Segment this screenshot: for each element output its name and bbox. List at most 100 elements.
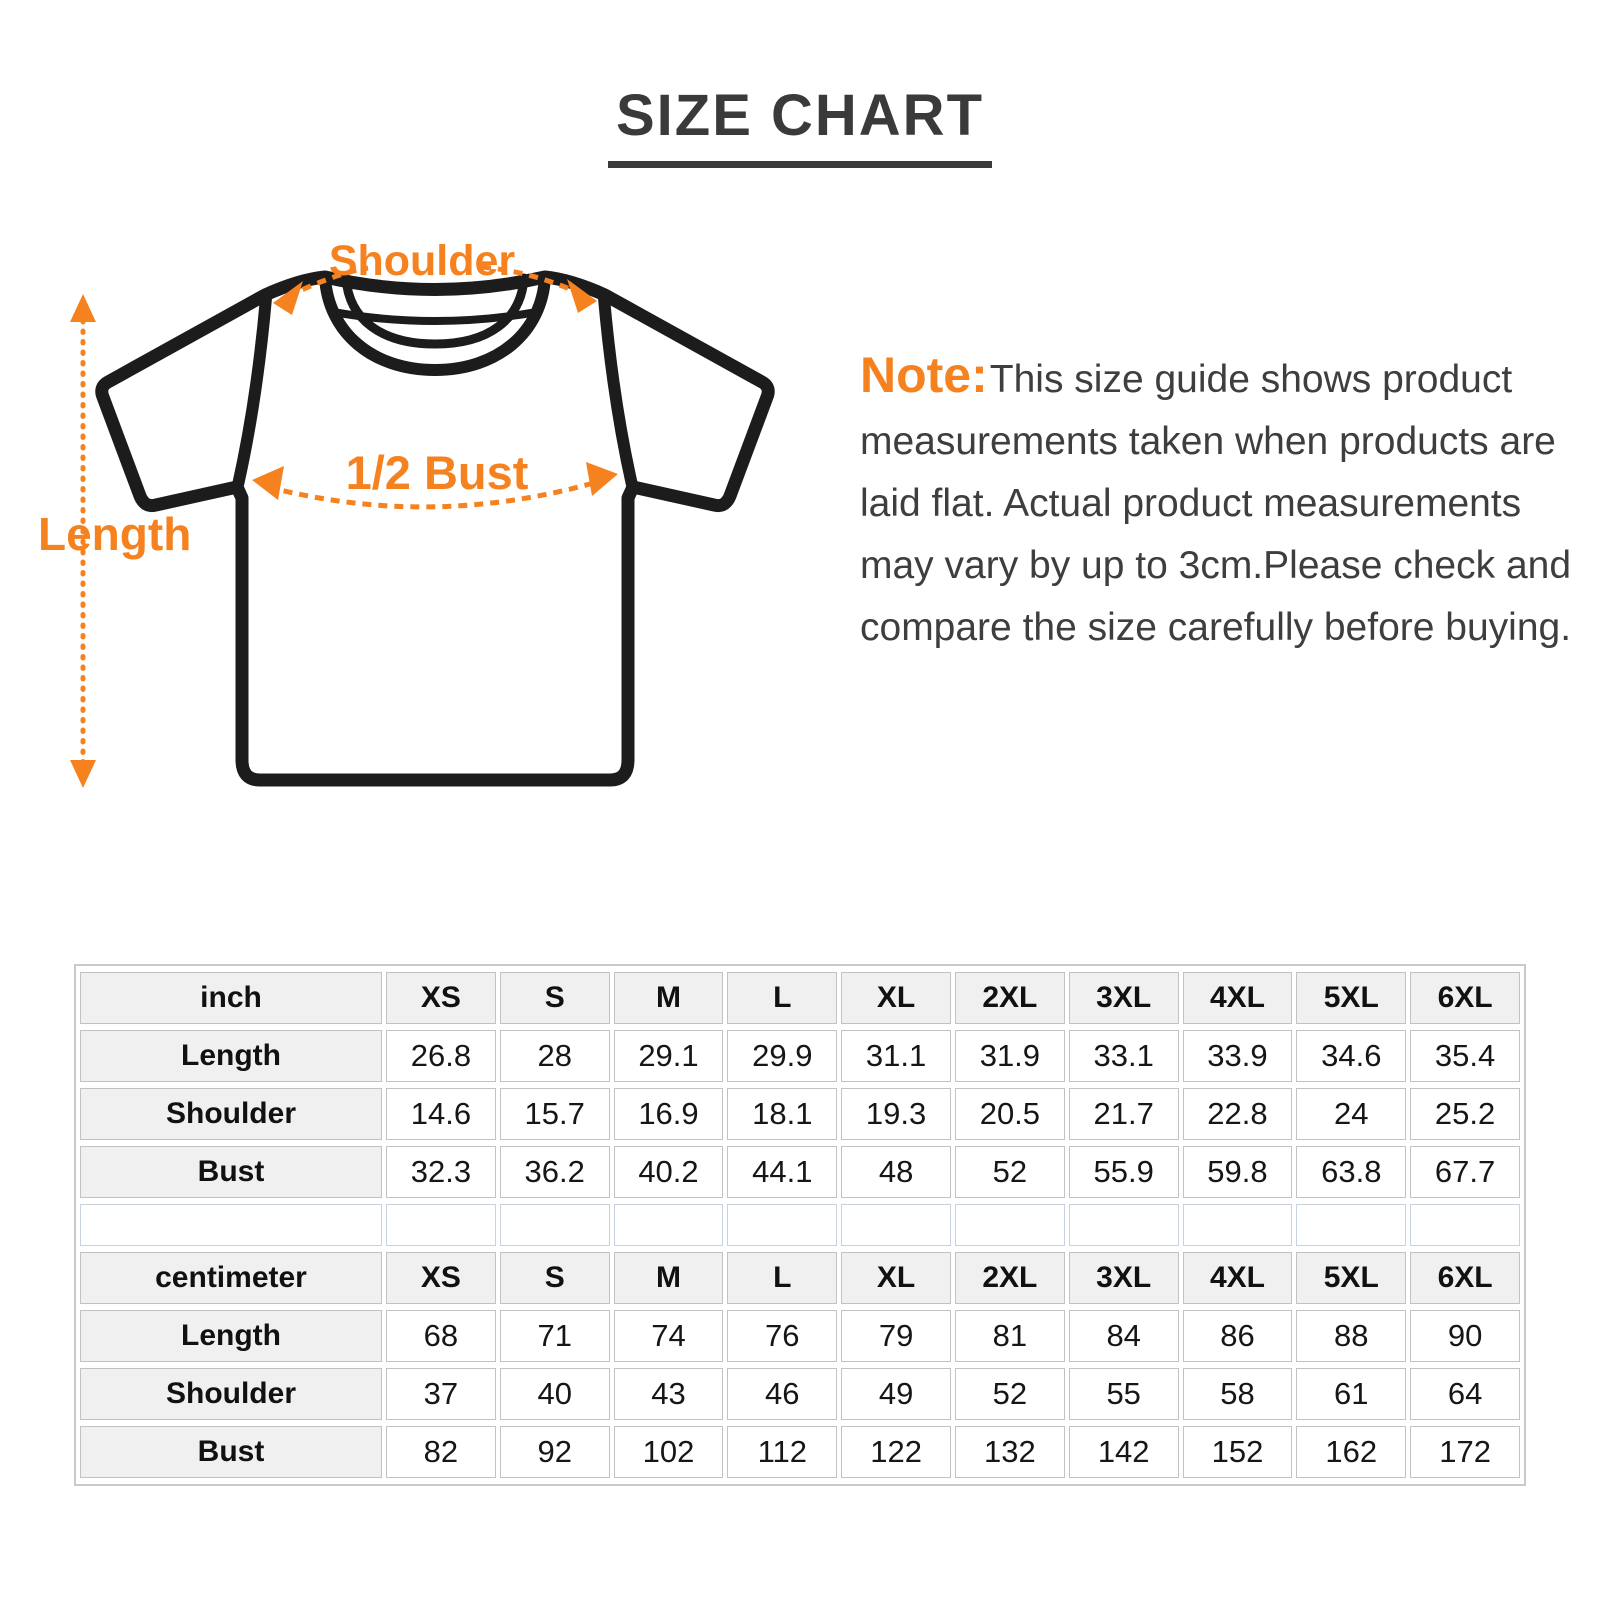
measurement-label-cell: Shoulder [80, 1368, 382, 1420]
measurement-value-cell: 34.6 [1296, 1030, 1407, 1082]
note-text-1: This size guide shows product [989, 358, 1513, 401]
size-table: inch XS S M L XL 2XL 3XL 4XL 5XL 6XL Length 26.8 28 29… [74, 964, 1526, 1486]
page-title: SIZE CHART [608, 82, 992, 168]
collar-inner [341, 273, 529, 349]
measurement-value-cell: 76 [727, 1310, 838, 1362]
note-line-4: may vary by up to 3cm.Please check and [860, 544, 1572, 587]
measurement-value-cell: 31.1 [841, 1030, 951, 1082]
measurement-value-cell: 48 [841, 1146, 951, 1198]
measurement-value-cell: 22.8 [1182, 1088, 1293, 1140]
measurement-value-cell: 29.9 [727, 1030, 838, 1082]
measurement-label-cell: Length [80, 1310, 382, 1362]
size-column-header: XL [841, 972, 951, 1024]
measurement-value-cell: 92 [499, 1426, 610, 1478]
measurement-value-cell: 35.4 [1410, 1030, 1520, 1082]
measurement-label-cell: Shoulder [80, 1088, 382, 1140]
size-column-header: 6XL [1410, 972, 1520, 1024]
measurement-value-cell: 21.7 [1068, 1088, 1179, 1140]
measurement-value-cell: 52 [954, 1146, 1065, 1198]
measurement-value-cell: 18.1 [727, 1088, 838, 1140]
measurement-value-cell: 58 [1182, 1368, 1293, 1420]
measurement-value-cell: 15.7 [499, 1088, 610, 1140]
measurement-label-cell: Bust [80, 1146, 382, 1198]
size-column-header: XS [386, 972, 496, 1024]
measurement-value-cell: 79 [841, 1310, 951, 1362]
size-column-header: 2XL [954, 972, 1065, 1024]
measurement-value-cell: 122 [841, 1426, 951, 1478]
unit-header-row: centimeter XS S M L XL 2XL 3XL 4XL 5XL 6XL [80, 1252, 1520, 1304]
size-column-header: M [613, 1252, 724, 1304]
unit-label-cell: centimeter [80, 1252, 382, 1304]
measurement-value-cell: 86 [1182, 1310, 1293, 1362]
size-column-header: 6XL [1410, 1252, 1520, 1304]
page-title-wrap: SIZE CHART [0, 82, 1600, 168]
measurement-value-cell: 112 [727, 1426, 838, 1478]
bust-label: 1/2 Bust [346, 446, 529, 499]
shoulder-arrow-line-left [286, 265, 369, 299]
spacer-cell [613, 1204, 724, 1246]
bust-arrowhead-left [252, 466, 284, 500]
measurement-value-cell: 25.2 [1410, 1088, 1520, 1140]
size-column-header: XS [386, 1252, 496, 1304]
shoulder-arrowhead-right [567, 279, 597, 313]
measurement-value-cell: 61 [1296, 1368, 1407, 1420]
size-table-body: inch XS S M L XL 2XL 3XL 4XL 5XL 6XL Length 26.8 28 29… [80, 972, 1520, 1478]
measurement-value-cell: 162 [1296, 1426, 1407, 1478]
measurement-value-cell: 19.3 [841, 1088, 951, 1140]
note-line-5: compare the size carefully before buying… [860, 606, 1572, 649]
measurement-value-cell: 90 [1410, 1310, 1520, 1362]
measurement-value-cell: 84 [1068, 1310, 1179, 1362]
size-column-header: XL [841, 1252, 951, 1304]
measurement-label-cell: Bust [80, 1426, 382, 1478]
measurement-row: Length 68 71 74 76 79 81 84 86 88 90 [80, 1310, 1520, 1362]
length-arrowhead-bottom [70, 760, 96, 788]
measurement-value-cell: 68 [386, 1310, 496, 1362]
measurement-value-cell: 37 [386, 1368, 496, 1420]
measurement-value-cell: 82 [386, 1426, 496, 1478]
measurement-value-cell: 67.7 [1410, 1146, 1520, 1198]
size-column-header: M [613, 972, 724, 1024]
tshirt-outline [95, 270, 775, 787]
measurement-value-cell: 33.9 [1182, 1030, 1293, 1082]
spacer-row [80, 1204, 1520, 1246]
spacer-cell [1182, 1204, 1293, 1246]
measurement-value-cell: 31.9 [954, 1030, 1065, 1082]
measurement-row: Bust 82 92 102 112 122 132 142 152 162 172 [80, 1426, 1520, 1478]
measurement-value-cell: 81 [954, 1310, 1065, 1362]
measurement-value-cell: 28 [499, 1030, 610, 1082]
spacer-cell [1296, 1204, 1407, 1246]
shoulder-label: Shoulder [329, 237, 516, 285]
measurement-value-cell: 88 [1296, 1310, 1407, 1362]
note-line-2: measurements taken when products are [860, 420, 1556, 463]
measurement-row: Shoulder 14.6 15.7 16.9 18.1 19.3 20.5 21.7 22.8… [80, 1088, 1520, 1140]
size-column-header: S [499, 1252, 610, 1304]
spacer-cell [1068, 1204, 1179, 1246]
measurement-value-cell: 26.8 [386, 1030, 496, 1082]
measurement-value-cell: 55 [1068, 1368, 1179, 1420]
size-column-header: L [727, 1252, 838, 1304]
measurement-value-cell: 36.2 [499, 1146, 610, 1198]
measurement-value-cell: 142 [1068, 1426, 1179, 1478]
collar-back-line [329, 308, 541, 325]
measurement-value-cell: 64 [1410, 1368, 1520, 1420]
measurement-row: Length 26.8 28 29.1 29.9 31.1 31.9 33.1 33.9 34.6… [80, 1030, 1520, 1082]
measurement-value-cell: 63.8 [1296, 1146, 1407, 1198]
measurement-value-cell: 32.3 [386, 1146, 496, 1198]
spacer-cell [499, 1204, 610, 1246]
measurement-value-cell: 44.1 [727, 1146, 838, 1198]
measurement-value-cell: 59.8 [1182, 1146, 1293, 1198]
spacer-cell [1410, 1204, 1520, 1246]
right-armhole-seam [598, 292, 638, 491]
size-column-header: L [727, 972, 838, 1024]
measurement-value-cell: 102 [613, 1426, 724, 1478]
measurement-value-cell: 74 [613, 1310, 724, 1362]
measurement-value-cell: 49 [841, 1368, 951, 1420]
length-arrowhead-top [70, 294, 96, 322]
measurement-row: Shoulder 37 40 43 46 49 52 55 58 61 64 [80, 1368, 1520, 1420]
measurement-value-cell: 71 [499, 1310, 610, 1362]
measurement-value-cell: 132 [954, 1426, 1065, 1478]
measurement-value-cell: 152 [1182, 1426, 1293, 1478]
measurement-row: Bust 32.3 36.2 40.2 44.1 48 52 55.9 59.8 63.8 67.7 [80, 1146, 1520, 1198]
spacer-cell [954, 1204, 1065, 1246]
